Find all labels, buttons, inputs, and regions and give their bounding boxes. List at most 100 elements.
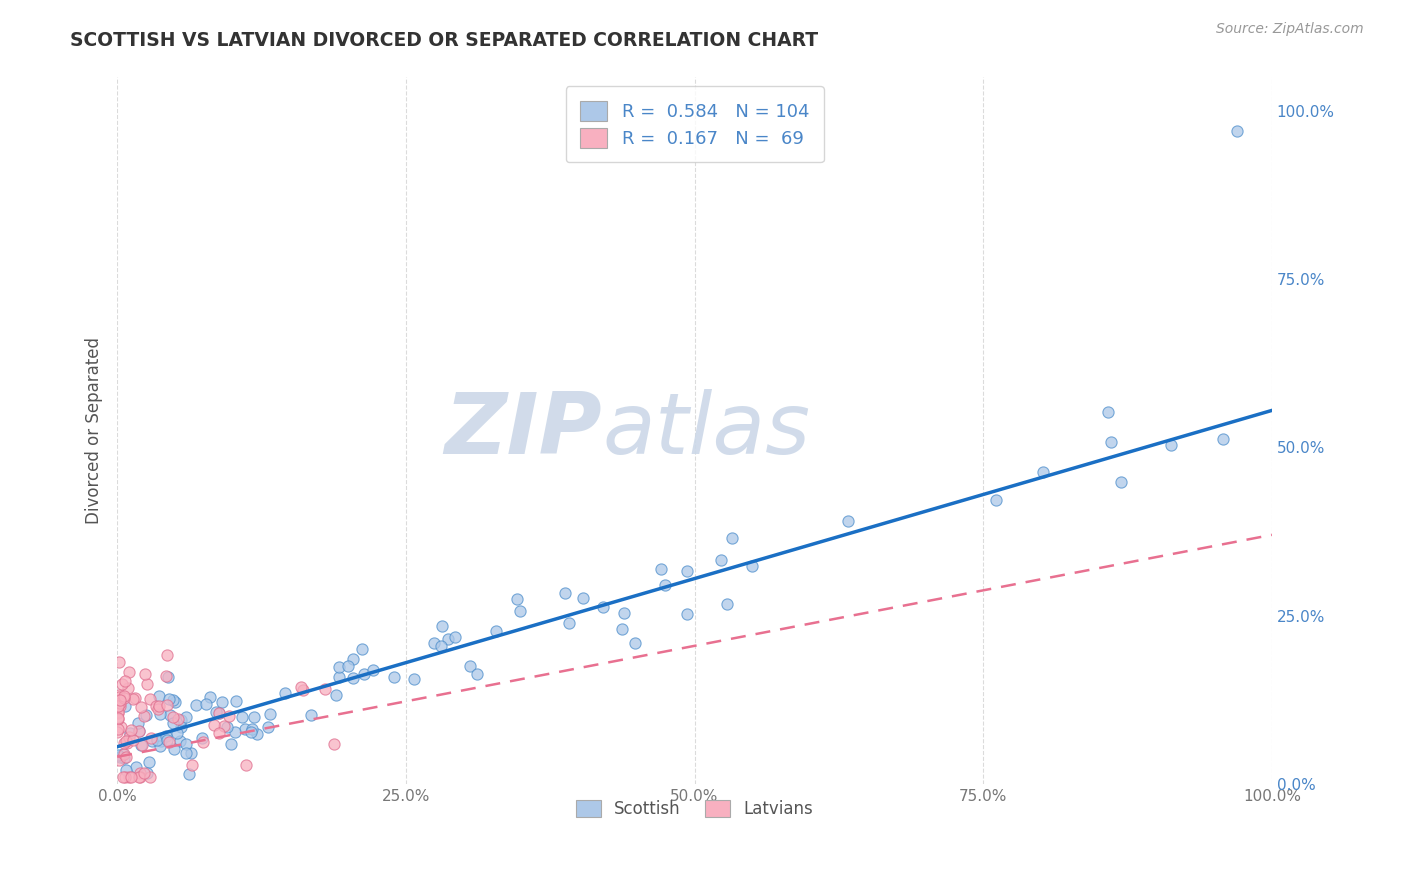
Point — [120, 726, 142, 740]
Point — [242, 722, 264, 736]
Point — [131, 738, 153, 752]
Point — [134, 708, 156, 723]
Point — [612, 622, 634, 636]
Point — [984, 493, 1007, 508]
Point — [837, 514, 859, 528]
Point — [444, 630, 467, 644]
Point — [235, 758, 257, 772]
Point — [1099, 435, 1122, 450]
Point — [676, 564, 699, 578]
Point — [135, 708, 157, 723]
Point — [141, 734, 163, 748]
Point — [208, 726, 231, 740]
Point — [121, 770, 143, 784]
Point — [110, 699, 132, 714]
Point — [314, 682, 336, 697]
Point — [243, 710, 266, 724]
Point — [107, 711, 129, 725]
Point — [112, 691, 135, 706]
Point — [115, 736, 138, 750]
Point — [571, 591, 593, 605]
Point — [107, 690, 129, 704]
Point — [145, 699, 167, 714]
Point — [465, 667, 488, 681]
Point — [382, 670, 405, 684]
Point — [174, 746, 197, 760]
Point — [650, 562, 672, 576]
Point — [235, 722, 257, 736]
Point — [208, 706, 231, 720]
Point — [162, 715, 184, 730]
Text: SCOTTISH VS LATVIAN DIVORCED OR SEPARATED CORRELATION CHART: SCOTTISH VS LATVIAN DIVORCED OR SEPARATE… — [70, 31, 818, 50]
Point — [110, 720, 132, 734]
Point — [129, 700, 152, 714]
Point — [135, 677, 157, 691]
Point — [292, 683, 315, 698]
Point — [148, 689, 170, 703]
Point — [157, 735, 180, 749]
Point — [108, 655, 131, 669]
Point — [721, 531, 744, 545]
Point — [1032, 465, 1054, 479]
Point — [148, 699, 170, 714]
Point — [157, 692, 180, 706]
Point — [128, 723, 150, 738]
Point — [156, 670, 179, 684]
Point — [107, 699, 129, 714]
Point — [155, 730, 177, 744]
Point — [194, 698, 217, 712]
Point — [128, 770, 150, 784]
Point — [458, 659, 481, 673]
Point — [170, 714, 193, 728]
Point — [149, 707, 172, 722]
Point — [169, 734, 191, 748]
Point — [120, 723, 142, 738]
Point — [436, 632, 458, 646]
Point — [165, 695, 187, 709]
Point — [112, 751, 135, 765]
Point — [112, 747, 135, 762]
Point — [115, 749, 138, 764]
Point — [156, 733, 179, 747]
Point — [162, 692, 184, 706]
Point — [558, 615, 581, 630]
Point — [299, 707, 322, 722]
Point — [115, 763, 138, 777]
Point — [328, 660, 350, 674]
Point — [156, 648, 179, 663]
Point — [709, 553, 731, 567]
Point — [118, 770, 141, 784]
Point — [128, 766, 150, 780]
Point — [131, 738, 153, 752]
Point — [205, 705, 228, 719]
Point — [181, 758, 204, 772]
Point — [231, 710, 253, 724]
Point — [149, 739, 172, 753]
Point — [613, 606, 636, 620]
Point — [225, 694, 247, 708]
Point — [163, 742, 186, 756]
Point — [323, 737, 346, 751]
Point — [208, 706, 231, 721]
Point — [221, 737, 243, 751]
Point — [138, 755, 160, 769]
Point — [1212, 432, 1234, 446]
Point — [108, 753, 131, 767]
Point — [112, 736, 135, 750]
Point — [592, 600, 614, 615]
Text: Source: ZipAtlas.com: Source: ZipAtlas.com — [1216, 22, 1364, 37]
Point — [108, 688, 131, 702]
Point — [108, 692, 131, 706]
Point — [430, 639, 453, 653]
Point — [191, 731, 214, 745]
Point — [117, 681, 139, 695]
Point — [198, 690, 221, 704]
Point — [174, 738, 197, 752]
Point — [107, 706, 129, 721]
Point — [353, 667, 375, 681]
Point — [115, 734, 138, 748]
Point — [156, 698, 179, 712]
Point — [107, 748, 129, 763]
Point — [211, 695, 233, 709]
Point — [118, 665, 141, 679]
